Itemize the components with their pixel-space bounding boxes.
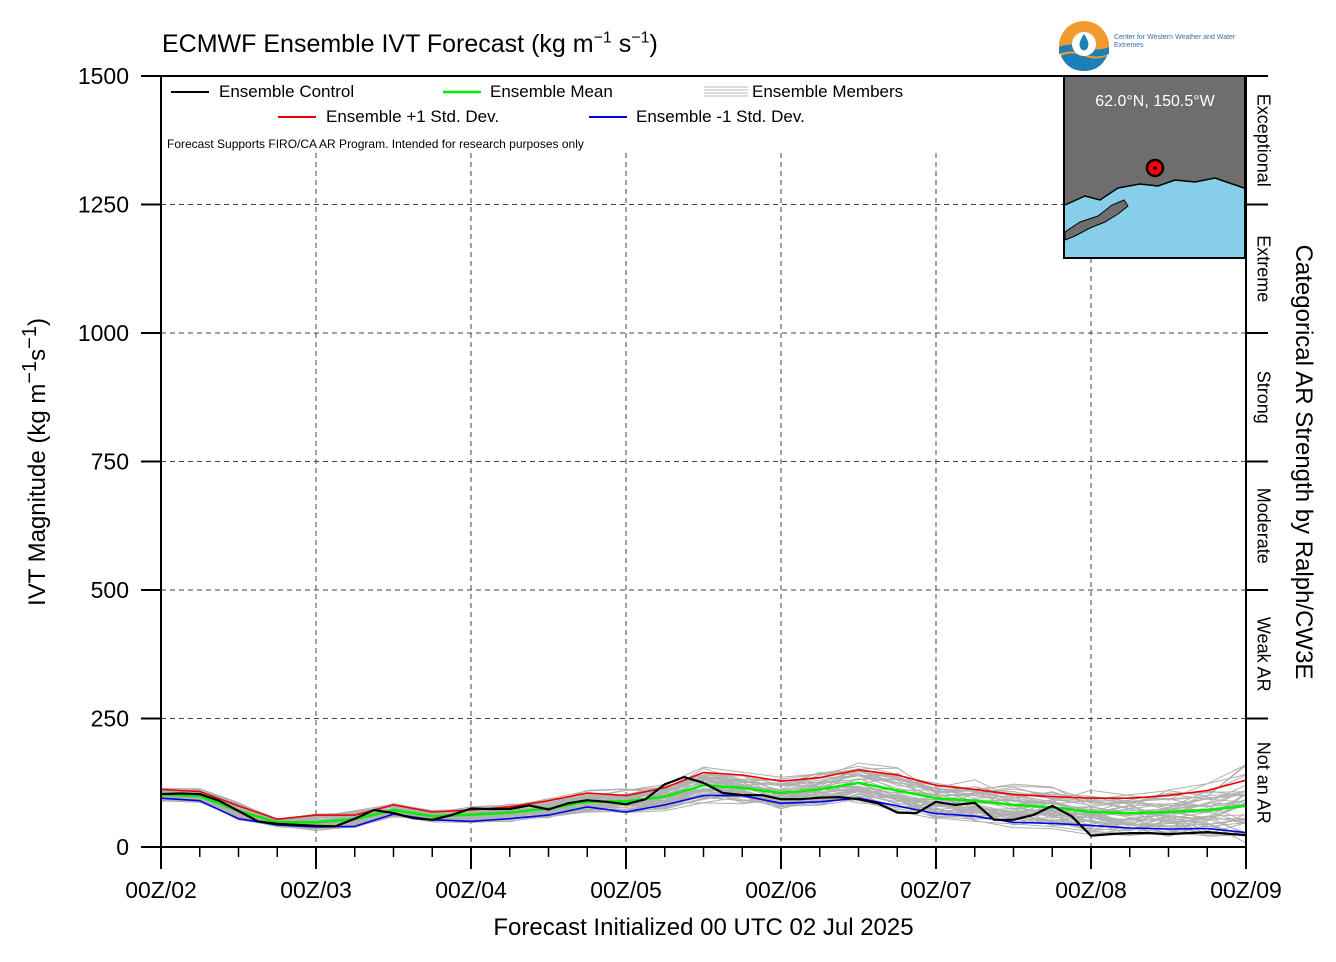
ar-category-scale: Not an AR Weak AR Moderate Strong Extreme Exc… xyxy=(1245,75,1273,847)
coastline xyxy=(1064,177,1245,206)
category-label: Extreme xyxy=(1253,235,1273,302)
legend-plus-std-label: Ensemble +1 Std. Dev. xyxy=(326,107,500,126)
legend-mean-label: Ensemble Mean xyxy=(490,82,613,101)
ensemble-minus-std-line xyxy=(160,794,1247,834)
ensemble-member-line xyxy=(160,770,1247,820)
y-tick-label: 250 xyxy=(91,706,129,732)
ensemble-member-lines xyxy=(160,762,1247,844)
ensemble-member-line xyxy=(160,772,1247,822)
legend-minus-std-label: Ensemble -1 Std. Dev. xyxy=(636,107,805,126)
y-tick-label: 500 xyxy=(91,577,129,603)
x-tick-label: 00Z/02 xyxy=(125,877,197,903)
cw3e-logo-icon xyxy=(1059,21,1109,71)
x-tick-label: 00Z/04 xyxy=(435,877,507,903)
y-tick-label: 750 xyxy=(91,449,129,475)
category-label: Strong xyxy=(1253,371,1273,424)
cw3e-logo-text: Center for Western Weather and Water Ext… xyxy=(1114,34,1236,49)
x-tick-label: 00Z/07 xyxy=(900,877,972,903)
location-inset-map: 62.0°N, 150.5°W xyxy=(1063,75,1246,259)
y-tick-label: 0 xyxy=(116,834,129,860)
ensemble-control-line xyxy=(160,775,1247,837)
grid-lines xyxy=(161,153,1246,847)
y-tick-label: 1500 xyxy=(78,63,129,89)
legend-control-label: Ensemble Control xyxy=(219,82,355,101)
x-tick-label: 00Z/05 xyxy=(590,877,662,903)
category-label: Moderate xyxy=(1253,488,1273,564)
ensemble-plus-std-line xyxy=(160,769,1247,821)
legend-swatches xyxy=(171,86,748,118)
cw3e-logo: Center for Western Weather and Water Ext… xyxy=(1058,20,1238,72)
x-tick-label: 00Z/08 xyxy=(1055,877,1127,903)
ensemble-series-lines xyxy=(160,769,1247,837)
y-axis-label: IVT Magnitude (kg m−1s−1) xyxy=(19,318,51,606)
x-axis-label: Forecast Initialized 00 UTC 02 Jul 2025 xyxy=(493,914,914,941)
y-tick-label: 1000 xyxy=(78,320,129,346)
right-axis-label: Categorical AR Strength by Ralph/CW3E xyxy=(1290,244,1317,680)
category-label: Exceptional xyxy=(1253,94,1273,187)
ensemble-mean-line xyxy=(160,781,1247,824)
kenai-peninsula xyxy=(1064,199,1129,241)
disclaimer-note: Forecast Supports FIRO/CA AR Program. In… xyxy=(167,137,584,151)
x-tick-label: 00Z/06 xyxy=(745,877,817,903)
x-tick-label: 00Z/03 xyxy=(280,877,352,903)
inset-location-label: 62.0°N, 150.5°W xyxy=(1095,93,1215,110)
ocean-area xyxy=(1065,178,1244,257)
ensemble-member-line xyxy=(160,789,1247,832)
axis-ticks: 0 250 500 750 1000 1250 1500 00Z/02 00Z/03 00Z/04… xyxy=(78,63,1282,903)
y-tick-label: 1250 xyxy=(78,192,129,218)
chart-title: ECMWF Ensemble IVT Forecast (kg m−1 s−1) xyxy=(162,29,658,58)
legend-members-label: Ensemble Members xyxy=(752,82,904,101)
ensemble-member-line xyxy=(160,794,1247,835)
category-label: Weak AR xyxy=(1253,617,1273,692)
x-tick-label: 00Z/09 xyxy=(1210,877,1282,903)
ensemble-member-line xyxy=(160,763,1247,822)
category-label: Not an AR xyxy=(1253,742,1273,824)
ensemble-member-line xyxy=(160,774,1247,822)
